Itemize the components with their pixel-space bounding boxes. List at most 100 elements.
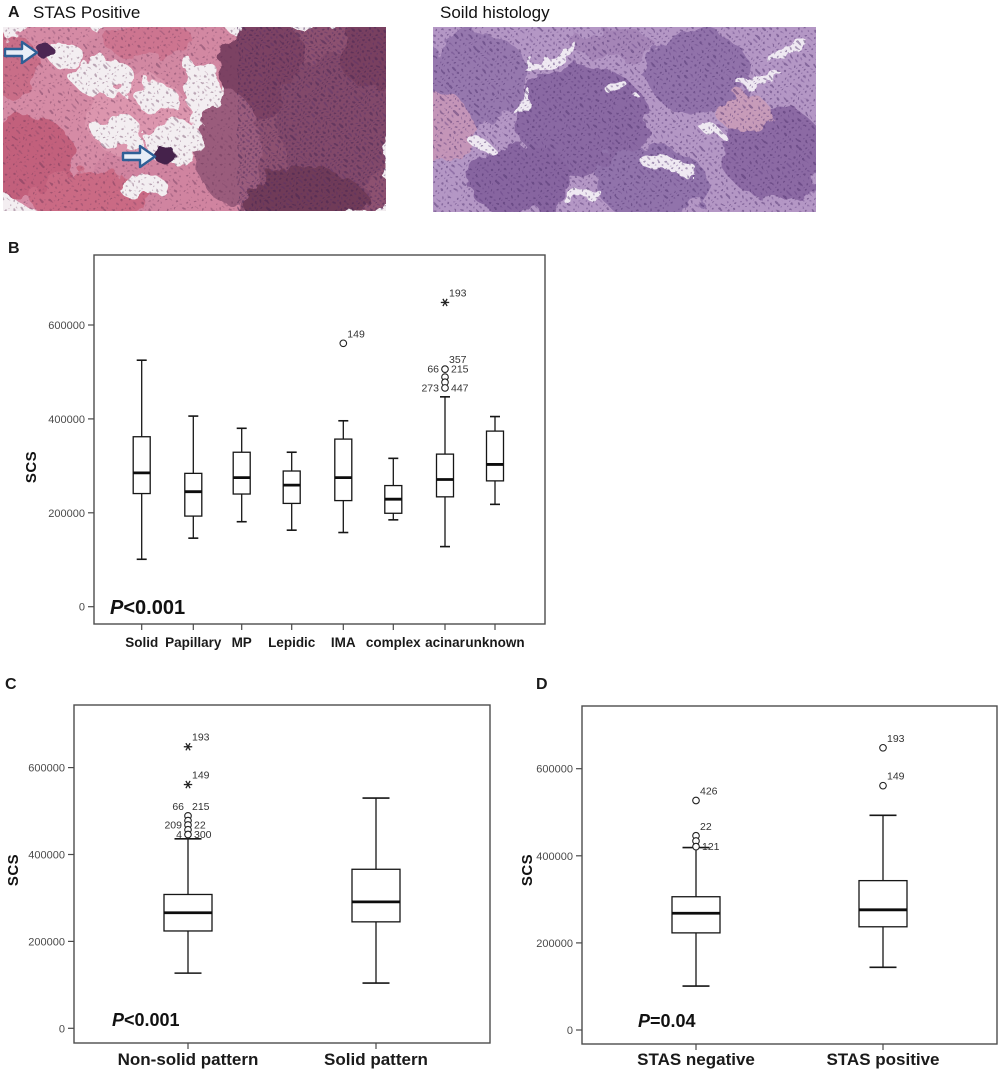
outlier-label: 66 [427,364,439,376]
outlier-label: 300 [194,829,212,841]
p-value-label: P=0.04 [638,1011,696,1031]
category-label: acinar [425,635,466,650]
y-tick-label: 400000 [28,850,65,862]
outlier-label: 357 [449,354,467,366]
decorative-shape [36,44,54,58]
y-tick-label: 400000 [536,851,573,863]
category-label: IMA [331,635,356,650]
box [132,436,151,495]
category-label: MP [232,635,252,650]
category-label: STAS negative [637,1050,755,1069]
category-label: STAS positive [826,1050,939,1069]
stas-positive-micrograph [3,27,386,211]
boxplot-svg-c: 0 200000 400000 600000 SCS P<0.001 Non-solid p… [5,704,491,1069]
decorative-shape: <0.001 [124,1010,180,1030]
decorative-shape [3,27,386,211]
box [282,470,301,505]
panel-a-left-title: STAS Positive [33,3,141,22]
boxplot-svg-d: 0 200000 400000 600000 SCS P=0.04 STAS negativ… [520,705,998,1069]
box [858,879,908,928]
y-tick-label: 600000 [536,764,573,776]
category-label: Non-solid pattern [118,1050,259,1069]
panel-d-label: D [536,676,548,693]
decorative-shape: P [110,597,124,619]
plot-frame [93,254,546,625]
y-axis-title: SCS [23,451,40,483]
y-tick-label: 0 [79,602,85,614]
stas-arrow-icons [3,40,157,169]
panel-b-label: B [8,240,20,257]
decorative-shape [154,146,176,164]
outlier-label: 447 [451,382,469,394]
solid-histology-micrograph [433,27,816,212]
outlier-circle [184,830,192,839]
outlier-label: 22 [194,819,206,831]
outlier-label: 149 [347,328,365,340]
outlier-label: 215 [192,801,210,813]
category-label: Papillary [165,635,222,650]
plot-frame [73,704,491,1044]
box [232,451,251,495]
outlier-star [442,298,448,307]
outlier-label: 193 [887,733,905,745]
outlier-circle [339,339,348,348]
outlier-star [185,742,191,751]
outlier-circle [879,743,887,752]
category-label: unknown [465,635,524,650]
arrow-right-icon [121,144,157,169]
y-axis-title: SCS [5,854,22,886]
panel-b-boxplot: 0 200000 400000 600000 SCS P<0.001 Solid Papill… [20,243,580,663]
solid-histology-image [433,27,816,212]
category-label: Solid pattern [324,1050,428,1069]
outlier-circle [441,384,449,392]
boxplot-svg-b: 0 200000 400000 600000 SCS P<0.001 Solid Papill… [23,254,546,650]
outlier-circle [692,842,700,851]
y-tick-label: 200000 [28,936,65,948]
panel-c-label: C [5,676,17,693]
outlier-label: 149 [192,770,210,782]
y-tick-label: 0 [59,1023,65,1035]
box [671,896,721,934]
stas-positive-image [3,27,386,211]
outlier-circle [692,796,700,805]
outlier-star [185,780,191,789]
decorative-shape: P [112,1010,125,1030]
box [485,430,505,482]
outlier-label: 193 [449,287,467,299]
outlier-label: 426 [700,785,718,797]
y-tick-label: 400000 [48,414,85,426]
y-tick-label: 200000 [48,508,85,520]
outlier-label: 273 [421,382,439,394]
y-tick-label: 600000 [28,763,65,775]
decorative-shape [433,27,816,212]
decorative-shape: <0.001 [123,597,185,619]
y-tick-label: 200000 [536,938,573,950]
panel-a-right-title: Soild histology [440,3,550,22]
outlier-label: 66 [172,801,184,813]
y-axis-title: SCS [520,854,536,886]
y-tick-label: 0 [567,1025,573,1037]
arrow-right-icon [3,40,39,65]
decorative-shape [433,27,816,212]
y-tick-label: 600000 [48,320,85,332]
category-label: complex [366,635,421,650]
outlier-label: 4 [176,829,182,841]
box [435,453,455,498]
outlier-label: 149 [887,771,905,783]
box [334,438,353,502]
p-value-label: P<0.001 [110,597,185,619]
plot-frame [581,705,998,1045]
outlier-label: 121 [702,841,720,853]
outlier-label: 209 [164,819,182,831]
box [184,472,203,517]
category-label: Solid [125,635,158,650]
p-value-label: P<0.001 [112,1010,180,1030]
outlier-label: 22 [700,821,712,833]
panel-a-label: A [8,4,20,21]
decorative-shape: =0.04 [650,1011,696,1031]
outlier-label: 193 [192,732,210,744]
outlier-circle [441,365,449,373]
panel-c-boxplot: 0 200000 400000 600000 SCS P<0.001 Non-solid p… [0,672,520,1072]
outlier-label: 215 [451,364,469,376]
